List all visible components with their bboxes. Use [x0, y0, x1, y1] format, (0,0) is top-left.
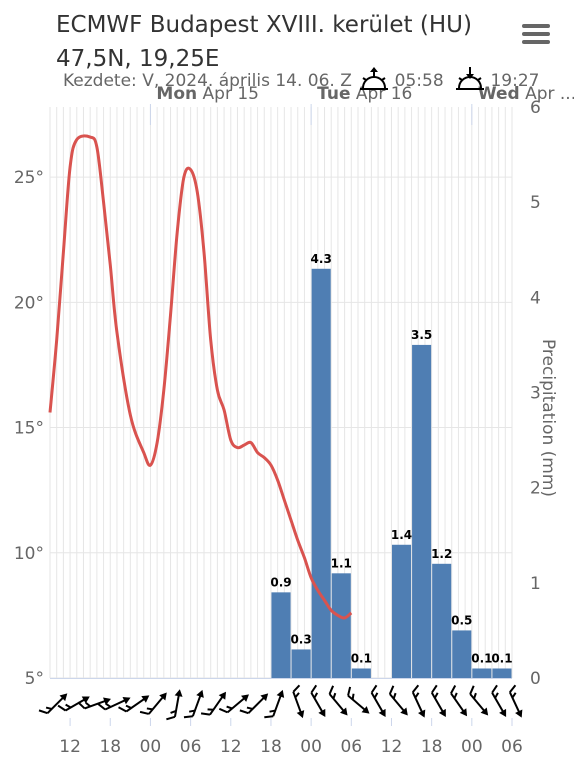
precipitation-value-label: 1.1	[331, 556, 352, 570]
temperature-line-layer	[48, 134, 353, 620]
wind-barb	[239, 693, 269, 715]
sunrise-time: 05:58	[394, 71, 444, 91]
wind-barb	[97, 696, 131, 711]
y2-axis-tick-label: 6	[530, 98, 541, 118]
precipitation-bar	[432, 563, 452, 678]
y2-axis-tick-label: 5	[530, 193, 541, 213]
x-axis-tick-label: 18	[260, 737, 282, 757]
sunset-time: 19:27	[490, 71, 540, 91]
y-axis-tick-label: 15°	[14, 419, 44, 439]
wind-barb	[264, 689, 285, 719]
start-time-line: Kezdete: V, 2024. április 14. 06. Z 05:5…	[63, 66, 539, 92]
wind-barb	[328, 685, 348, 716]
wind-barb	[491, 684, 507, 717]
precipitation-bar	[452, 630, 472, 678]
precipitation-bar	[291, 649, 311, 678]
wind-barb	[57, 696, 90, 712]
x-axis-tick-label: 06	[501, 737, 523, 757]
wind-barb	[370, 684, 386, 717]
wind-barb	[292, 684, 305, 719]
day-label: Wed Apr ...	[478, 84, 574, 104]
precipitation-value-label: 0.1	[491, 651, 512, 665]
temperature-line	[48, 134, 353, 620]
precipitation-value-label: 1.4	[391, 528, 412, 542]
x-axis-tick-label: 18	[421, 737, 443, 757]
y2-axis-tick-label: 2	[530, 479, 541, 499]
wind-barb	[430, 684, 446, 717]
sunrise-icon	[360, 67, 389, 90]
wind-barb	[118, 695, 150, 713]
wind-barb	[77, 697, 111, 710]
wind-barb	[200, 691, 226, 716]
precipitation-bar	[331, 573, 351, 678]
wind-barb	[450, 685, 468, 717]
y-axis-tick-label: 25°	[14, 168, 44, 188]
x-axis-tick-label: 00	[300, 737, 322, 757]
precipitation-value-label: 0.5	[451, 613, 472, 627]
wind-barb	[183, 689, 204, 719]
day-label: Mon Apr 15	[156, 84, 259, 104]
wind-barb	[166, 689, 183, 721]
title-coordinates: 47,5N, 19,25E	[56, 46, 220, 72]
wind-barb	[218, 694, 249, 714]
precipitation-bar	[391, 544, 412, 678]
x-axis-tick-label: 12	[59, 737, 81, 757]
precipitation-value-label: 0.9	[270, 575, 291, 589]
day-label-date: Apr ...	[520, 84, 574, 104]
grid-layer	[49, 107, 513, 679]
hamburger-menu-icon[interactable]	[522, 24, 550, 48]
x-axis-tick-label: 12	[381, 737, 403, 757]
day-label-weekday: Tue	[317, 84, 350, 104]
x-axis-tick-label: 18	[99, 737, 121, 757]
precipitation-bar	[492, 668, 512, 678]
day-label-weekday: Mon	[156, 84, 197, 104]
x-axis-tick-label: 06	[180, 737, 202, 757]
precipitation-value-label: 0.3	[290, 632, 311, 646]
precipitation-value-label: 3.5	[411, 328, 432, 342]
day-label-date: Apr 15	[197, 84, 259, 104]
y-axis-tick-label: 10°	[14, 544, 44, 564]
wind-barb	[508, 684, 523, 718]
day-label-weekday: Wed	[478, 84, 520, 104]
precipitation-bar	[472, 668, 492, 678]
precipitation-value-label: 1.2	[431, 547, 452, 561]
x-axis-tick-label: 12	[220, 737, 242, 757]
precipitation-value-label: 0.1	[471, 651, 492, 665]
y-axis-tick-label: 5°	[25, 669, 44, 689]
wind-barb	[469, 685, 489, 716]
chart-title: ECMWF Budapest XVIII. kerület (HU) 47,5N…	[56, 8, 472, 76]
x-axis-tick-label: 00	[140, 737, 162, 757]
wind-barb	[347, 686, 370, 714]
precipitation-bar	[271, 592, 291, 678]
x-axis-tick-label: 06	[340, 737, 362, 757]
wind-barbs	[38, 684, 523, 721]
start-label: Kezdete: V, 2024. április 14. 06. Z	[63, 71, 352, 91]
precipitation-value-label: 4.3	[311, 252, 332, 266]
precipitation-bar	[351, 668, 371, 678]
y2-axis-tick-label: 4	[530, 288, 541, 308]
precipitation-data-labels: 0.90.34.31.10.11.43.51.20.50.10.1	[270, 252, 512, 666]
wind-barb	[139, 692, 167, 715]
x-axis-tick-label: 00	[461, 737, 483, 757]
wind-barb	[388, 685, 408, 716]
y-axis-tick-label: 20°	[14, 293, 44, 313]
precipitation-bars	[271, 268, 512, 678]
y2-axis-tick-label: 0	[530, 669, 541, 689]
wind-barb	[310, 684, 326, 717]
precipitation-axis-title: Precipitation (mm)	[538, 339, 558, 497]
y2-axis-tick-label: 1	[530, 574, 541, 594]
precipitation-value-label: 0.1	[351, 651, 372, 665]
wind-barb	[411, 684, 426, 718]
day-separators	[149, 104, 473, 125]
precipitation-bar	[311, 268, 331, 678]
sunset-icon	[456, 67, 485, 90]
wind-barb	[38, 693, 68, 715]
title-location: ECMWF Budapest XVIII. kerület (HU)	[56, 12, 472, 38]
y2-axis-tick-label: 3	[530, 384, 541, 404]
precipitation-bar	[412, 344, 432, 678]
